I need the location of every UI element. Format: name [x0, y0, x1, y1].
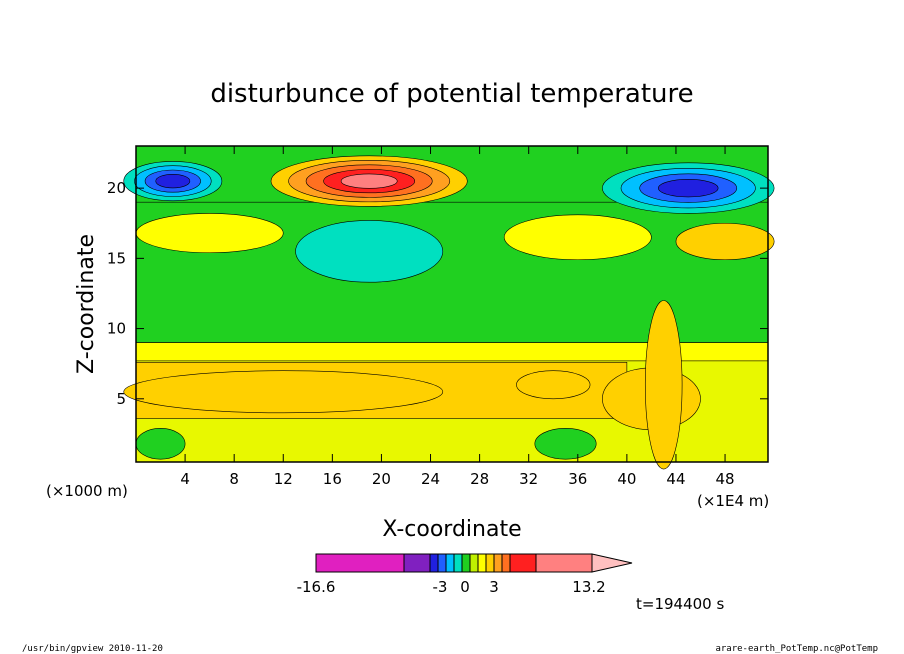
- x-tick-label: 40: [617, 470, 636, 488]
- colorbar-arrow: [591, 553, 633, 573]
- x-tick-label: 36: [568, 470, 587, 488]
- colorbar-segment: [429, 553, 439, 573]
- feature-warm-core: [340, 173, 398, 189]
- y-axis-label: Z-coordinate: [74, 234, 99, 374]
- x-unit-label: (×1000 m): [46, 482, 128, 500]
- x-tick-label: 24: [421, 470, 440, 488]
- colorbar-segment: [445, 553, 455, 573]
- x-tick-label: 16: [323, 470, 342, 488]
- contour-blob: [503, 214, 652, 261]
- feature-cold-mid: [295, 220, 444, 283]
- feature-cold-upper-right: [658, 179, 719, 198]
- contour-blob: [675, 222, 775, 261]
- x-tick-label: 8: [229, 470, 239, 488]
- x-tick-label: 12: [274, 470, 293, 488]
- footer-right: arare-earth_PotTemp.nc@PotTemp: [715, 644, 878, 654]
- contour-blob: [534, 427, 597, 460]
- y-tick-label: 5: [116, 390, 126, 408]
- colorbar-segment: [509, 553, 537, 573]
- plot-frame: [135, 145, 769, 463]
- contour-bands: [123, 145, 775, 470]
- colorbar-segment: [437, 553, 447, 573]
- feature-cold-upper-left: [155, 173, 191, 189]
- x-tick-label: 32: [519, 470, 538, 488]
- feature-convective-plume: [644, 300, 683, 470]
- contour-blob: [516, 370, 591, 400]
- colorbar-segment: [461, 553, 471, 573]
- colorbar-tick-label: 0: [460, 578, 470, 596]
- y-tick-label: 15: [107, 249, 126, 267]
- colorbar-max-label: 13.2: [572, 578, 605, 596]
- colorbar-min-label: -16.6: [297, 578, 336, 596]
- colorbar-segment: [535, 553, 593, 573]
- colorbar-segment: [469, 553, 479, 573]
- colorbar-segment: [477, 553, 487, 573]
- colorbar-segment: [315, 553, 405, 573]
- colorbar-segment: [501, 553, 511, 573]
- colorbar-segment: [403, 553, 431, 573]
- colorbar-segment: [493, 553, 503, 573]
- colorbar-tick-label: -3: [433, 578, 448, 596]
- colorbar-tick-label: 3: [489, 578, 499, 596]
- time-label: t=194400 s: [636, 595, 724, 613]
- y-tick-label: 20: [107, 179, 126, 197]
- footer-left: /usr/bin/gpview 2010-11-20: [22, 644, 163, 654]
- y-axis-ticks: 5 10 15 20: [107, 179, 768, 408]
- x-tick-label: 20: [372, 470, 391, 488]
- feature-warm-low: [123, 370, 444, 414]
- x-tick-label: 44: [666, 470, 685, 488]
- chart-title: disturbunce of potential temperature: [210, 79, 693, 109]
- y-tick-label: 10: [107, 320, 126, 338]
- x-tick-label: 28: [470, 470, 489, 488]
- colorbar: [315, 553, 633, 573]
- colorbar-segment: [453, 553, 463, 573]
- contour-blob: [135, 427, 186, 460]
- x-axis-ticks: 4 8 12 16 20 24 28 32 36 40 44 48: [180, 146, 735, 488]
- x-tick-label: 4: [180, 470, 190, 488]
- x-tick-label: 48: [716, 470, 735, 488]
- colorbar-segment: [485, 553, 495, 573]
- x-scale-note: (×1E4 m): [697, 492, 769, 510]
- x-axis-label: X-coordinate: [382, 517, 521, 542]
- contour-blob: [135, 213, 284, 254]
